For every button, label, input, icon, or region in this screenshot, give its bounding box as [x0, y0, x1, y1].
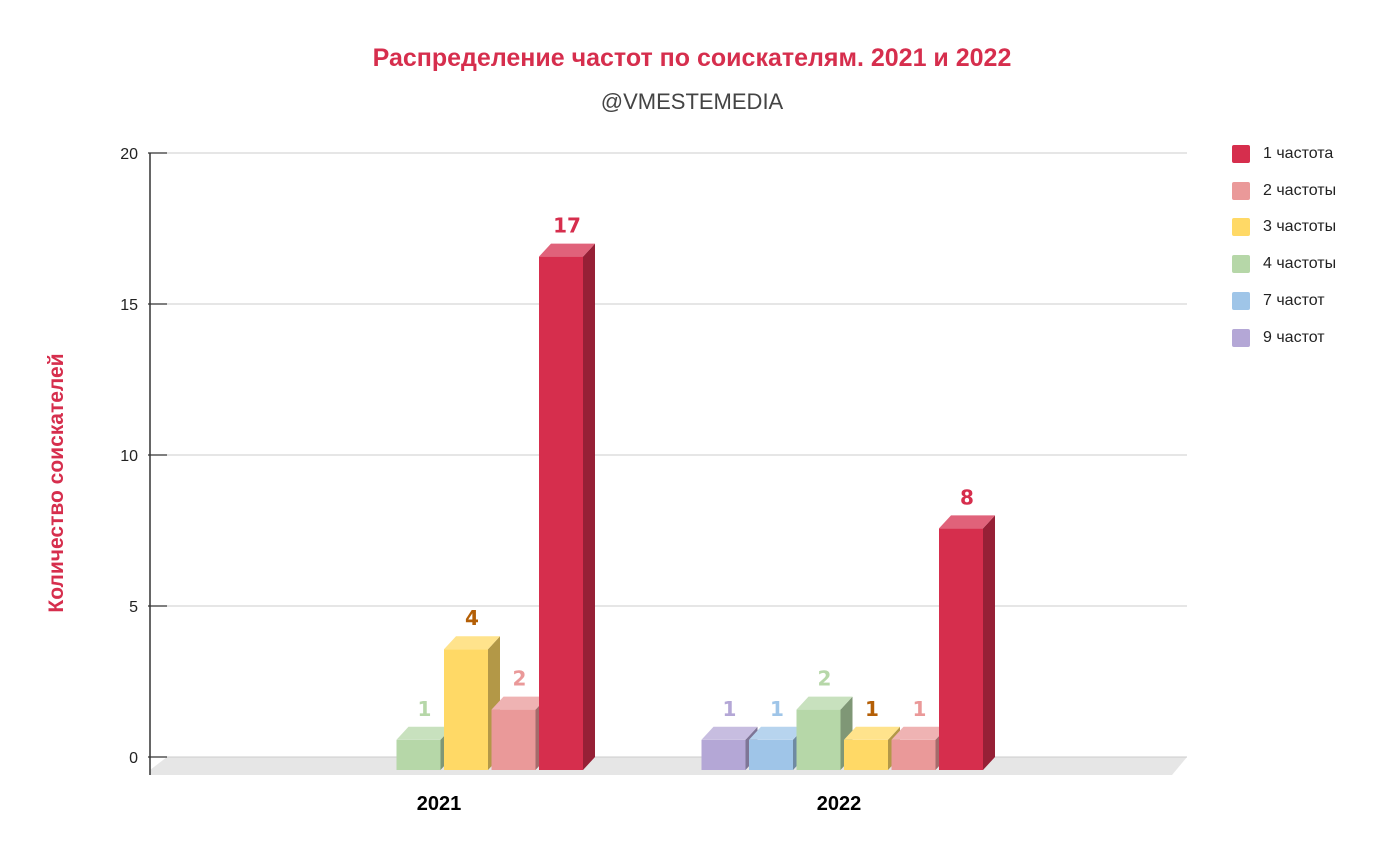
y-tick-label: 10 [120, 448, 138, 465]
data-label: 1 [913, 697, 927, 721]
bar-top [796, 696, 853, 710]
data-label: 1 [418, 697, 432, 721]
y-tick-label: 15 [120, 297, 138, 314]
bar [749, 739, 793, 770]
data-label: 1 [723, 697, 737, 721]
bar [444, 649, 488, 770]
data-label: 4 [465, 606, 479, 630]
bar-top [891, 726, 948, 740]
bar-top [491, 696, 548, 710]
legend-label: 3 частоты [1263, 218, 1337, 236]
bar-top [539, 243, 595, 257]
legend-label: 1 частота [1263, 145, 1334, 162]
bar [491, 709, 536, 770]
bar [891, 739, 936, 770]
data-label: 8 [960, 485, 974, 509]
bar [701, 739, 746, 770]
x-tick-label: 2022 [817, 793, 862, 815]
bar-top [444, 636, 500, 650]
bar-top [749, 726, 805, 740]
y-tick-label: 5 [129, 599, 138, 616]
bar [396, 739, 441, 770]
data-label: 17 [553, 214, 581, 238]
legend-label: 9 частот [1263, 328, 1325, 346]
chart-subtitle: @VMESTEMEDIA [600, 89, 784, 114]
bar [796, 709, 841, 770]
bar [939, 528, 983, 770]
data-label: 2 [513, 667, 527, 691]
legend-label: 7 частот [1263, 291, 1325, 309]
bar [844, 739, 888, 770]
bar-side [583, 243, 595, 771]
bar-top [396, 726, 453, 740]
chart-floor [150, 757, 1187, 775]
legend-swatch [1232, 291, 1250, 310]
data-label: 1 [865, 697, 879, 721]
legend-label: 4 частоты [1263, 255, 1337, 273]
bar [539, 256, 583, 771]
legend-swatch [1232, 145, 1250, 163]
y-tick-label: 20 [120, 146, 138, 163]
x-tick-label: 2021 [417, 793, 462, 815]
legend-label: 2 частоты [1263, 181, 1337, 199]
legend-swatch [1232, 181, 1250, 200]
legend-swatch [1232, 328, 1250, 347]
legend-swatch [1232, 255, 1250, 274]
bar-top [939, 515, 995, 529]
data-label: 2 [818, 667, 832, 691]
legend-swatch [1232, 218, 1250, 237]
data-label: 1 [770, 697, 784, 721]
y-tick-label: 0 [129, 750, 138, 767]
chart-title: Распределение частот по соискателям. 202… [372, 44, 1012, 72]
bar-side [983, 515, 995, 770]
bar-top [844, 726, 900, 740]
bar-top [701, 726, 758, 740]
